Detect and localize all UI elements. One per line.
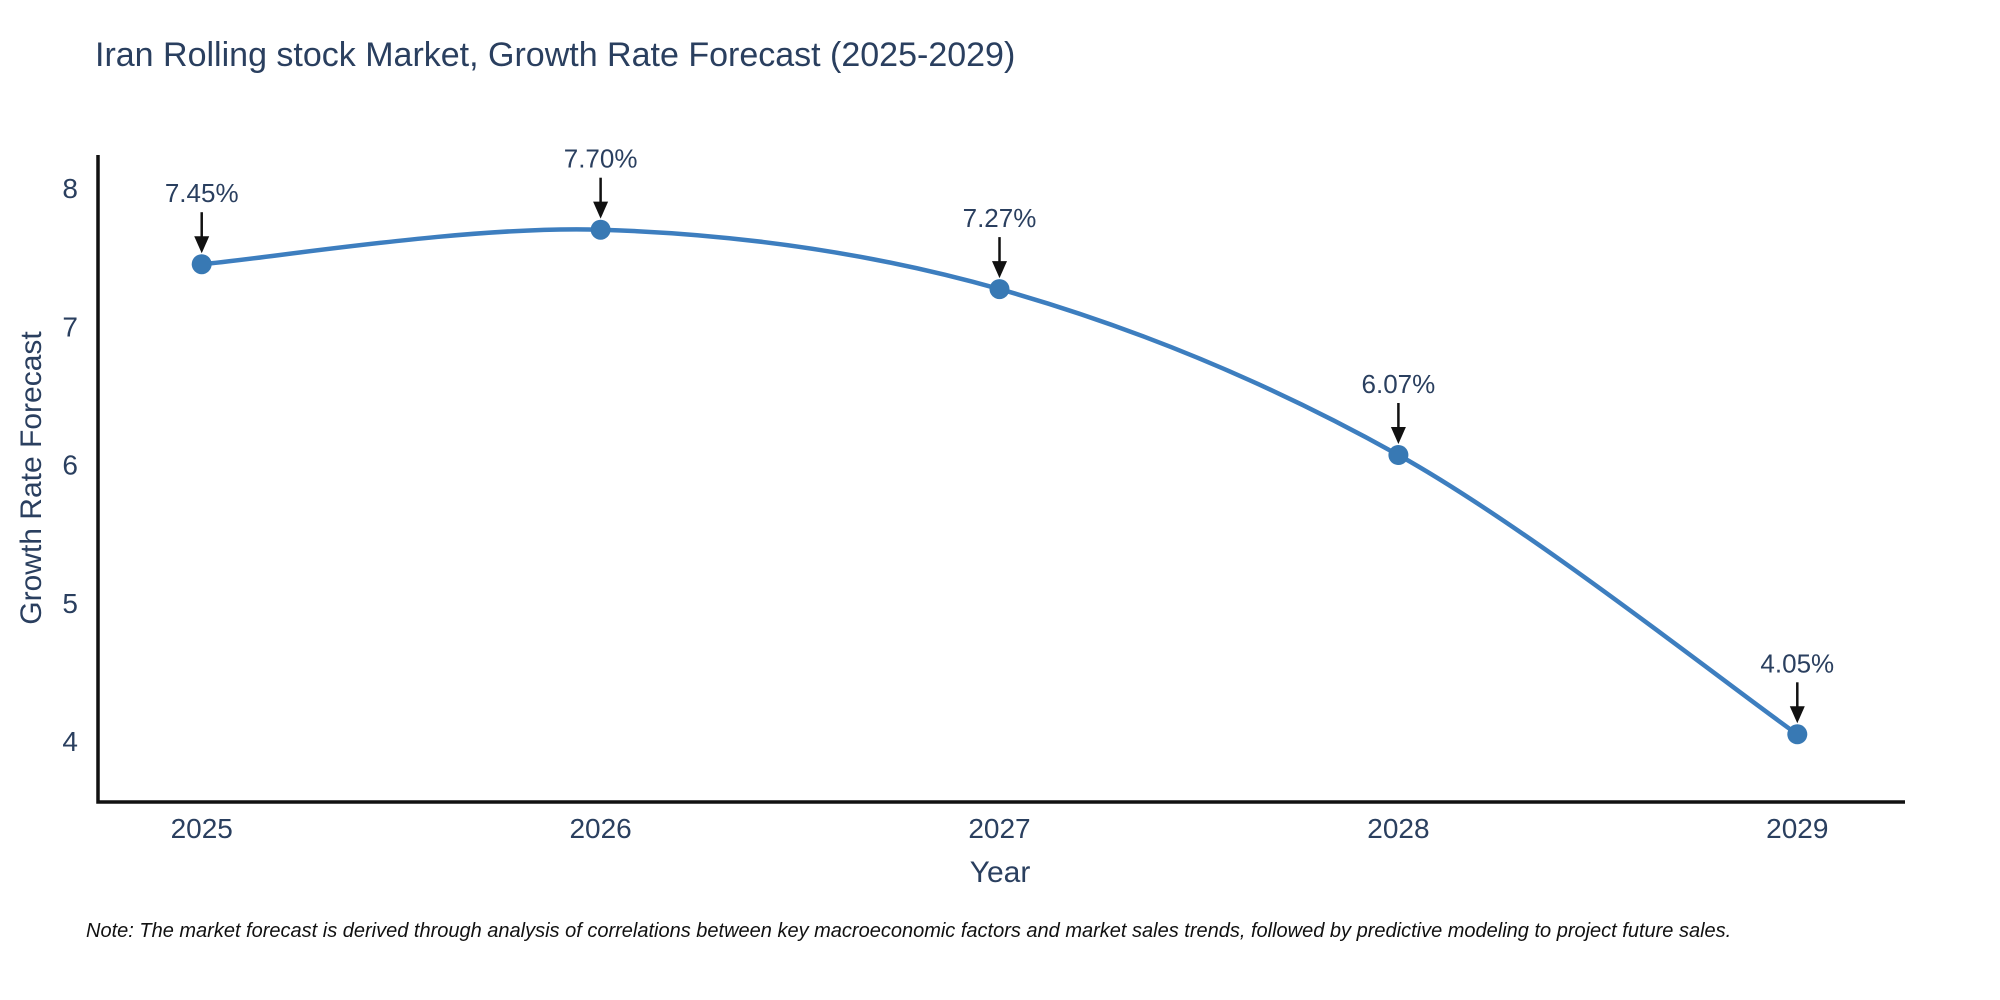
y-tick-label: 6 (62, 450, 78, 481)
forecast-line (199, 227, 1800, 737)
annotation-arrowhead-icon (992, 261, 1008, 279)
data-point-label: 7.70% (564, 144, 638, 174)
data-point-marker[interactable] (1388, 445, 1409, 465)
y-tick-label: 7 (62, 311, 78, 342)
axes-lines (96, 155, 1905, 804)
data-point-marker[interactable] (1787, 724, 1808, 745)
x-tick-label: 2026 (569, 813, 631, 844)
footnote: Note: The market forecast is derived thr… (86, 920, 1732, 942)
y-tick-label: 4 (62, 726, 78, 757)
x-tick-label: 2025 (171, 813, 233, 844)
y-tick-label: 8 (62, 173, 78, 204)
x-tick-label: 2029 (1766, 813, 1828, 844)
annotation-arrowhead-icon (194, 236, 210, 254)
y-axis-title: Growth Rate Forecast (15, 331, 48, 625)
annotation-arrowhead-icon (593, 201, 609, 219)
data-point-marker[interactable] (590, 219, 611, 240)
annotation-arrowhead-icon (1789, 706, 1805, 724)
annotation-arrowhead-icon (1390, 426, 1406, 444)
y-tick-label: 5 (62, 588, 78, 619)
data-point-label: 7.45% (165, 178, 239, 208)
x-tick-label: 2028 (1367, 813, 1429, 844)
data-point-marker[interactable] (191, 254, 212, 275)
chart-title: Iran Rolling stock Market, Growth Rate F… (95, 36, 1016, 74)
data-point-label: 6.07% (1362, 369, 1436, 399)
data-point-label: 7.27% (963, 203, 1037, 233)
data-point-marker[interactable] (989, 279, 1010, 300)
data-point-label: 4.05% (1760, 648, 1834, 678)
x-axis-title: Year (969, 856, 1031, 889)
x-tick-label: 2027 (968, 813, 1030, 844)
